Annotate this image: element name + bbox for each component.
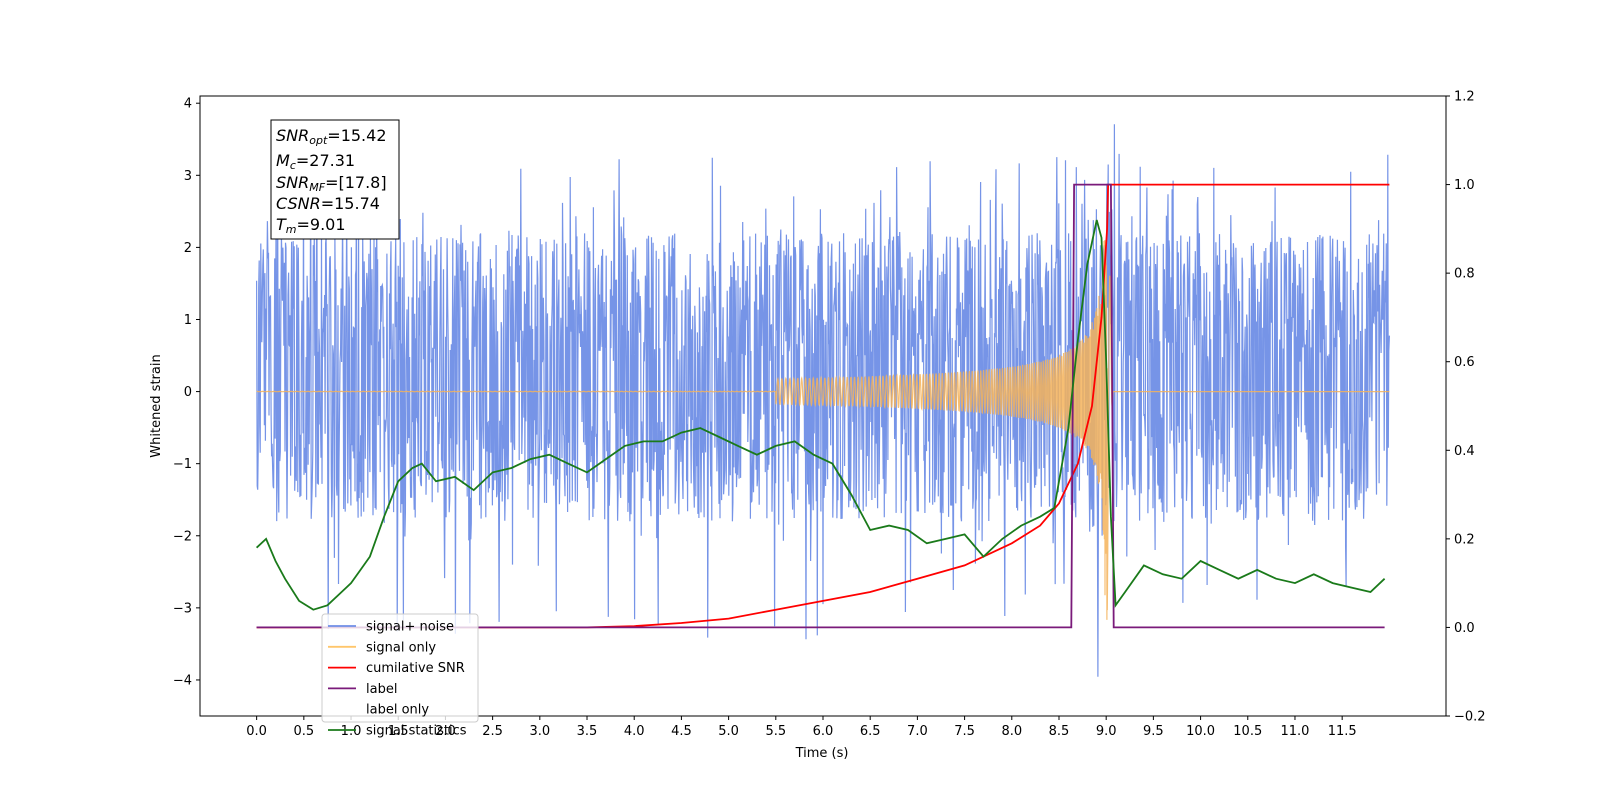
annotation-tm: Tm=9.01	[276, 215, 346, 236]
x-tick-label: 11.0	[1280, 724, 1309, 739]
annotation-snr-mf: SNRMF=[17.8]	[276, 173, 387, 194]
x-tick-label: 10.0	[1186, 724, 1215, 739]
x-tick-label: 0.5	[293, 724, 314, 739]
legend: signal+ noise signal only cumilative SNR la…	[321, 613, 479, 739]
series-signal-noise	[256, 124, 1390, 677]
y-tick-label: −1	[173, 457, 192, 472]
x-tick-label: 7.0	[907, 724, 928, 739]
y-tick-label: 0	[184, 385, 192, 400]
y-axis-label: Whitened strain	[149, 354, 164, 457]
y2-tick-label: −0.2	[1454, 710, 1486, 725]
y-tick-label: 1	[184, 313, 192, 328]
x-tick-label: 7.5	[954, 724, 975, 739]
y-tick-label: −2	[173, 529, 192, 544]
y2-tick-label: 0.2	[1454, 532, 1475, 547]
x-tick-label: 10.5	[1233, 724, 1262, 739]
legend-label: label	[366, 682, 397, 697]
x-tick-label: 3.5	[577, 724, 598, 739]
legend-label: cumilative SNR	[366, 661, 465, 676]
x-tick-label: 5.0	[718, 724, 739, 739]
y-tick-label: −3	[173, 601, 192, 616]
x-tick-label: 2.0	[435, 724, 456, 739]
y2-tick-label: 0.8	[1454, 267, 1475, 282]
x-tick-label: 4.0	[624, 724, 645, 739]
annotation-mc: Mc=27.31	[276, 151, 355, 172]
legend-label: signal only	[366, 640, 436, 655]
x-axis-label: Time (s)	[795, 746, 849, 761]
x-tick-label: 8.0	[1001, 724, 1022, 739]
x-tick-label: 4.5	[671, 724, 692, 739]
annotation-box: SNRopt=15.42 Mc=27.31 SNRMF=[17.8] CSNR=…	[270, 119, 400, 240]
annotation-csnr: CSNR=15.74	[276, 194, 380, 213]
series-cumulative-snr	[256, 183, 1390, 629]
x-tick-label: 0.0	[246, 724, 267, 739]
y-tick-label: 3	[184, 169, 192, 184]
x-tick-label: 6.0	[813, 724, 834, 739]
y-tick-label: 2	[184, 241, 192, 256]
y2-tick-label: 0.4	[1454, 444, 1475, 459]
annotation-snr-opt: SNRopt=15.42	[276, 126, 387, 147]
x-tick-label: 1.0	[341, 724, 362, 739]
legend-frame	[321, 613, 479, 723]
x-tick-label: 2.5	[482, 724, 503, 739]
series-signal-only	[256, 240, 1390, 620]
y2-tick-label: 1.2	[1454, 90, 1475, 105]
series-signal-statistics	[255, 219, 1386, 611]
y2-tick-label: 0.6	[1454, 355, 1475, 370]
x-tick-label: 5.5	[765, 724, 786, 739]
legend-label: signal+ noise	[366, 620, 454, 635]
x-tick-label: 3.0	[529, 724, 550, 739]
y2-tick-label: 1.0	[1454, 178, 1475, 193]
legend-label: label only	[366, 703, 429, 718]
x-tick-label: 9.0	[1096, 724, 1117, 739]
x-tick-label: 1.5	[388, 724, 409, 739]
y-tick-label: −4	[173, 673, 192, 688]
x-tick-label: 8.5	[1049, 724, 1070, 739]
x-tick-label: 6.5	[860, 724, 881, 739]
legend-label: signal statistics	[366, 724, 467, 739]
series-label	[256, 183, 1385, 629]
x-tick-label: 9.5	[1143, 724, 1164, 739]
x-tick-label: 11.5	[1328, 724, 1357, 739]
y2-tick-label: 0.0	[1454, 621, 1475, 636]
y-tick-label: 4	[184, 97, 192, 112]
